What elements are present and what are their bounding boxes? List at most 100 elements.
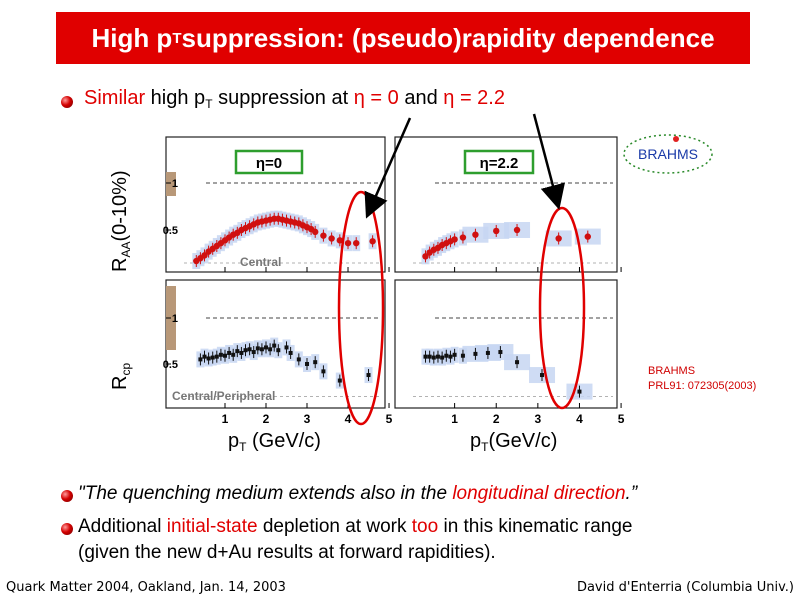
- footer-left: Quark Matter 2004, Oakland, Jan. 14, 200…: [6, 580, 286, 595]
- data-point: [498, 350, 503, 355]
- b2-red: longitudinal direction: [452, 483, 626, 504]
- ref-line2: PRL91: 072305(2003): [648, 380, 757, 392]
- b3-t1: Additional: [78, 516, 167, 537]
- title-post: suppression: (pseudo)rapidity dependence: [181, 22, 715, 53]
- bullet-icon: [61, 523, 73, 535]
- data-point: [218, 352, 223, 357]
- highlight-ellipse-left: [337, 190, 385, 426]
- data-point: [243, 348, 248, 353]
- b3-red2: too: [411, 516, 439, 537]
- brahms-logo-text: BRAHMS: [638, 146, 698, 162]
- bullet-3: Additional initial-state depletion at wo…: [78, 516, 633, 538]
- data-point: [451, 236, 458, 243]
- ref-line1: BRAHMS: [648, 365, 696, 377]
- data-point: [223, 353, 228, 358]
- x-tick-label: 5: [618, 412, 625, 426]
- data-point: [272, 343, 277, 348]
- data-point: [264, 345, 269, 350]
- b1-sub: T: [205, 97, 213, 111]
- b1-eta22: η = 2.2: [443, 87, 505, 109]
- data-point: [321, 369, 326, 374]
- data-point: [440, 355, 445, 360]
- x-axis-title-left: pT (GeV/c): [228, 430, 321, 454]
- bullet-3-line2: (given the new d+Au results at forward r…: [78, 542, 496, 563]
- x-axis-title-right: pT(GeV/c): [470, 430, 557, 454]
- bullet-icon: [61, 96, 73, 108]
- x-tick-label: 3: [535, 412, 542, 426]
- y-axis-title-raa: RAA(0-10%): [109, 170, 133, 272]
- data-point: [444, 353, 449, 358]
- y-axis-title-rcp: Rcp: [109, 363, 133, 390]
- data-point: [202, 354, 207, 359]
- data-point: [214, 354, 219, 359]
- x-tick-label: 2: [263, 412, 270, 426]
- data-point: [485, 350, 490, 355]
- footer-right: David d'Enterria (Columbia Univ.): [576, 580, 794, 595]
- data-point: [328, 235, 335, 242]
- systematic-box-top: [166, 172, 176, 196]
- data-point: [473, 351, 478, 356]
- data-point: [448, 354, 453, 359]
- brahms-logo: BRAHMS: [623, 134, 713, 174]
- data-point: [366, 373, 371, 378]
- eta-tag-right: η=2.2: [480, 155, 519, 172]
- data-point: [231, 352, 236, 357]
- bullet-2: "The quenching medium extends also in th…: [78, 483, 637, 505]
- bullet-1: Similar high pT suppression at η = 0 and…: [84, 87, 505, 111]
- data-point: [198, 357, 203, 362]
- data-point: [540, 373, 545, 378]
- data-point: [320, 232, 327, 239]
- x-tick-label: 4: [576, 412, 583, 426]
- b2-t2: .”: [625, 483, 638, 504]
- x-tick-label: 4: [345, 412, 352, 426]
- data-point: [251, 350, 256, 355]
- data-point: [336, 237, 344, 244]
- bullet-icon: [61, 490, 73, 502]
- data-point: [513, 226, 521, 234]
- data-point: [472, 231, 479, 238]
- eta-tag-right-box: [463, 149, 535, 175]
- x-tick-label: 5: [386, 412, 393, 426]
- data-point: [313, 360, 318, 365]
- data-point: [584, 233, 591, 240]
- data-point: [435, 354, 440, 359]
- b1-similar: Similar: [84, 87, 146, 109]
- data-point: [239, 350, 244, 355]
- b2-t1: "The quenching medium extends also in th…: [78, 483, 453, 504]
- b3-t2: depletion at work: [257, 516, 412, 537]
- y-tick-label: 0.5: [163, 359, 178, 371]
- arrow-left: [364, 117, 412, 219]
- data-point: [431, 355, 436, 360]
- data-point: [423, 354, 428, 359]
- y-tick-label: 0.5: [163, 225, 178, 237]
- data-point: [227, 350, 232, 355]
- data-point: [247, 347, 252, 352]
- data-point: [422, 253, 429, 260]
- data-point: [493, 227, 500, 235]
- data-point: [555, 235, 562, 242]
- eta-tag-left-box: [234, 149, 304, 175]
- x-tick-label: 1: [222, 412, 229, 426]
- data-point: [210, 355, 215, 360]
- data-point: [577, 389, 582, 394]
- b1-t2: suppression at: [212, 87, 354, 109]
- data-point: [296, 357, 301, 362]
- data-point: [235, 349, 240, 354]
- data-point: [427, 354, 432, 359]
- data-point: [459, 234, 467, 241]
- b1-t1: high p: [145, 87, 206, 109]
- data-point: [369, 238, 376, 245]
- data-point: [312, 228, 319, 236]
- data-point: [259, 347, 264, 352]
- data-point: [460, 353, 465, 358]
- x-tick-label: 1: [451, 412, 458, 426]
- arrow-right: [532, 113, 565, 210]
- x-tick-label: 3: [304, 412, 311, 426]
- data-point: [515, 360, 520, 365]
- title-sub: T: [172, 29, 182, 47]
- y-tick-label: 1: [172, 178, 178, 190]
- eta-tag-left: η=0: [256, 155, 282, 172]
- x-tick-label: 2: [493, 412, 500, 426]
